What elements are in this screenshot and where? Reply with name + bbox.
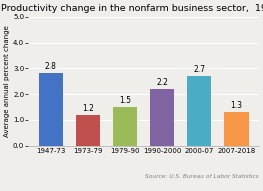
Text: 2.8: 2.8 bbox=[45, 62, 57, 71]
Text: 2.2: 2.2 bbox=[156, 78, 168, 87]
Bar bbox=[224, 112, 249, 146]
Text: Source: U.S. Bureau of Labor Statistics: Source: U.S. Bureau of Labor Statistics bbox=[145, 174, 259, 179]
Text: Productivity change in the nonfarm business sector,  1947-2018: Productivity change in the nonfarm busin… bbox=[1, 4, 263, 13]
Bar bbox=[113, 107, 137, 146]
Y-axis label: Average annual percent change: Average annual percent change bbox=[4, 25, 10, 137]
Bar bbox=[150, 89, 174, 146]
Bar bbox=[76, 115, 100, 146]
Text: 1.2: 1.2 bbox=[82, 104, 94, 113]
Text: 1.5: 1.5 bbox=[119, 96, 131, 105]
Bar bbox=[39, 74, 63, 146]
Bar bbox=[187, 76, 211, 146]
Text: 1.3: 1.3 bbox=[231, 101, 242, 110]
Text: 2.7: 2.7 bbox=[193, 65, 205, 74]
